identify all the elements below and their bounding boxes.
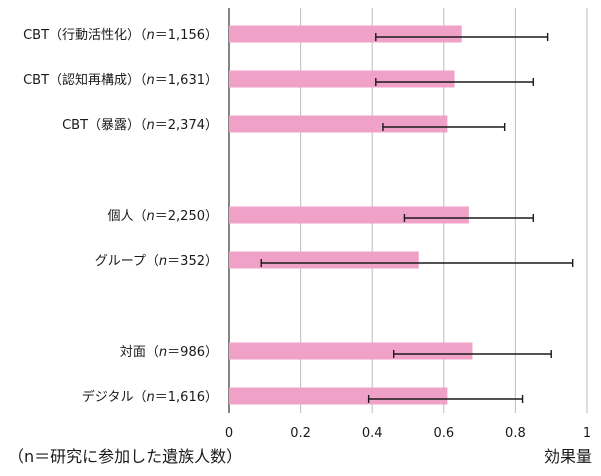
bar xyxy=(229,115,448,133)
category-name: グループ（ xyxy=(95,254,159,269)
n-symbol: n xyxy=(147,209,155,224)
error-bar xyxy=(375,78,534,86)
sample-size: ＝2,374） xyxy=(155,118,218,133)
category-label: グループ（n＝352） xyxy=(95,254,218,269)
x-tick-label: 0.2 xyxy=(290,426,311,441)
error-bar xyxy=(367,395,524,403)
n-symbol: n xyxy=(159,345,167,360)
sample-size: ＝986） xyxy=(167,345,218,360)
category-name: デジタル（ xyxy=(82,389,147,405)
bars xyxy=(229,25,473,405)
sample-size: ＝2,250） xyxy=(155,209,218,224)
error-bar xyxy=(382,123,506,131)
error-bar xyxy=(392,350,552,358)
bar xyxy=(229,206,469,224)
error-bar xyxy=(403,214,534,222)
category-label: デジタル（n＝1,616） xyxy=(82,389,218,405)
bar xyxy=(229,387,448,405)
category-labels: CBT（行動活性化）（n＝1,156）CBT（認知再構成）（n＝1,631）CB… xyxy=(23,28,218,405)
footnote: （n＝研究に参加した遺族人数） xyxy=(8,447,242,466)
x-tick-label: 0 xyxy=(225,426,233,441)
sample-size: ＝352） xyxy=(167,254,218,269)
category-label: CBT（暴露）（n＝2,374） xyxy=(62,118,218,133)
x-tick-label: 1 xyxy=(583,426,591,441)
sample-size: ＝1,631） xyxy=(155,73,218,88)
x-tick-label: 0.6 xyxy=(433,426,454,441)
category-name: 個人（ xyxy=(108,209,147,224)
sample-size: ＝1,156） xyxy=(155,28,218,43)
bar xyxy=(229,342,473,360)
category-label: 個人（n＝2,250） xyxy=(108,209,218,224)
bar xyxy=(229,70,455,88)
error-bar xyxy=(260,259,574,267)
n-symbol: n xyxy=(147,28,155,43)
bar xyxy=(229,25,462,43)
category-name: CBT（行動活性化）（ xyxy=(23,28,146,43)
error-bars xyxy=(260,33,574,403)
n-symbol: n xyxy=(147,390,155,405)
x-tick-labels: 0 0.2 0.4 0.6 0.8 1 xyxy=(225,426,591,441)
error-bar xyxy=(375,33,549,41)
category-name: CBT（暴露）（ xyxy=(62,118,146,133)
n-symbol: n xyxy=(147,118,155,133)
x-axis-label: 効果量 xyxy=(544,447,592,466)
category-label: 対面（n＝986） xyxy=(120,345,218,360)
n-symbol: n xyxy=(147,73,155,88)
sample-size: ＝1,616） xyxy=(155,390,218,405)
category-name: CBT（認知再構成）（ xyxy=(23,72,146,88)
x-tick-label: 0.8 xyxy=(505,426,526,441)
category-label: CBT（行動活性化）（n＝1,156） xyxy=(23,28,218,43)
bar xyxy=(229,251,419,269)
category-label: CBT（認知再構成）（n＝1,631） xyxy=(23,72,218,88)
n-symbol: n xyxy=(159,254,167,269)
category-name: 対面（ xyxy=(120,345,159,360)
x-tick-label: 0.4 xyxy=(362,426,383,441)
